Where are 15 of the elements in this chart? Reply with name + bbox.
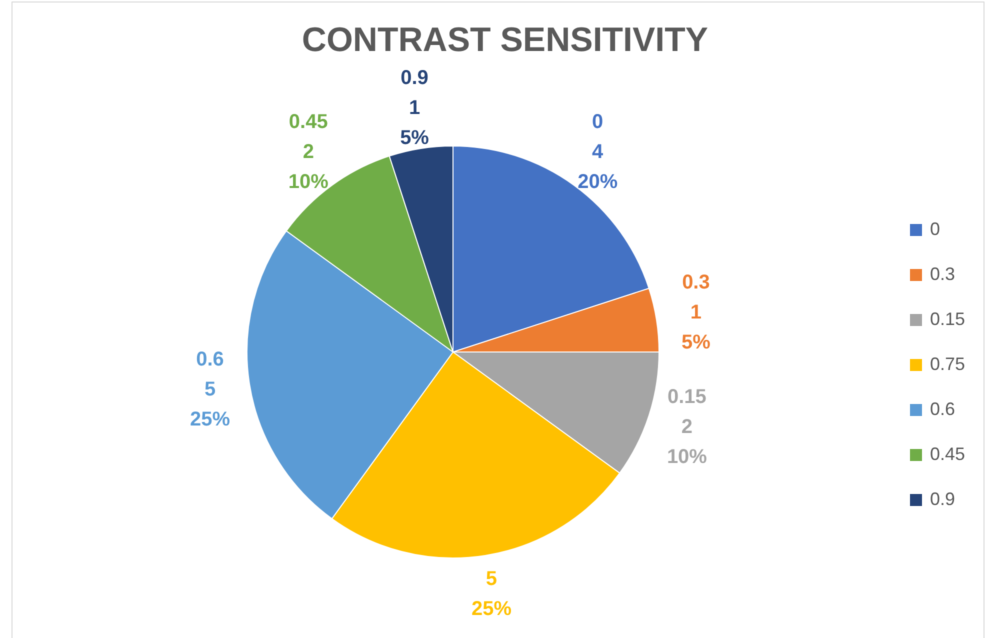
data-label: 0.3 1 5% (682, 272, 711, 354)
data-label: 0 4 20% (578, 111, 618, 194)
legend-label: 0.45 (930, 444, 966, 464)
legend-label: 0.6 (930, 398, 956, 419)
data-label: 0.15 2 10% (666, 386, 708, 468)
data-label: 0.45 2 10% (288, 111, 329, 194)
legend-label: 0.9 (930, 488, 956, 509)
data-label: 0.6 5 25% (190, 348, 230, 431)
chart-title: CONTRAST SENSITIVITY (302, 20, 708, 59)
legend-label: 0.3 (930, 264, 956, 284)
legend-label: 0 (930, 218, 940, 239)
data-label: 5 25% (471, 568, 512, 620)
legend-label: 0.15 (930, 308, 966, 329)
data-label: 0.9 1 5% (400, 67, 430, 150)
legend-label: 0.75 (930, 354, 966, 374)
